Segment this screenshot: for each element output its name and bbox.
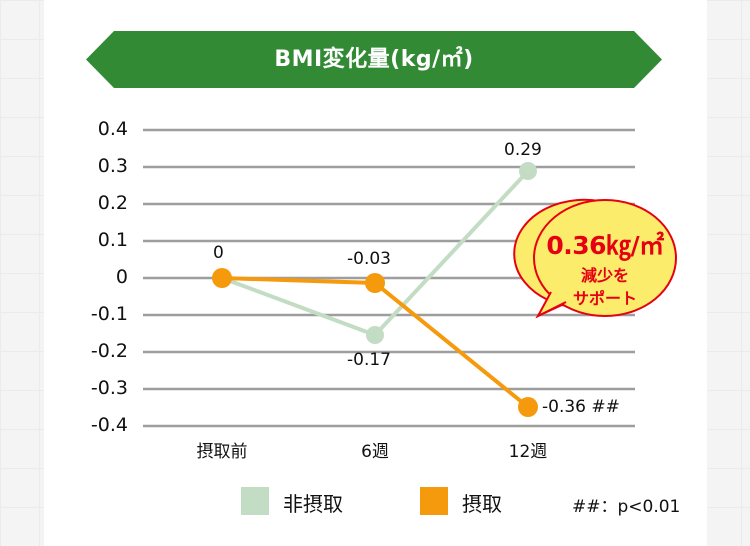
significance-note: ##：p<0.01 <box>572 497 681 517</box>
callout-value: 0.36㎏/㎡ <box>546 231 664 260</box>
chart-title: BMI変化量(kg/㎡) <box>274 47 474 72</box>
data-label-intake: -0.36 ## <box>542 397 620 417</box>
data-label-non-intake: 0.29 <box>504 140 542 160</box>
chart-title-banner: BMI変化量(kg/㎡) <box>86 31 662 88</box>
y-tick: 0.1 <box>97 229 128 251</box>
callout-line2: サポート <box>572 289 637 308</box>
y-tick: -0.2 <box>90 340 128 362</box>
y-tick: 0 <box>115 266 128 288</box>
x-tick: 12週 <box>508 442 548 462</box>
legend-swatch-non-intake <box>241 487 269 515</box>
y-tick: -0.3 <box>90 377 128 399</box>
y-tick: 0.2 <box>97 192 128 214</box>
callout-bubble <box>513 198 677 319</box>
y-tick: -0.1 <box>90 303 128 325</box>
y-tick: 0.3 <box>97 155 128 177</box>
data-label-intake: 0 <box>213 243 224 263</box>
legend-label-non-intake: 非摂取 <box>283 492 343 516</box>
legend-swatch-intake <box>420 487 448 515</box>
x-tick: 摂取前 <box>196 442 248 462</box>
data-label-non-intake: -0.17 <box>347 350 391 370</box>
y-tick: -0.4 <box>90 414 128 436</box>
banner-shape <box>86 31 662 88</box>
x-tick: 6週 <box>361 442 389 462</box>
callout-line1: 減少を <box>580 266 629 285</box>
legend-label-intake: 摂取 <box>462 492 502 516</box>
data-label-intake: -0.03 <box>347 249 391 269</box>
series-intake <box>212 268 538 417</box>
y-tick: 0.4 <box>97 118 128 140</box>
series-non-intake <box>221 162 537 344</box>
